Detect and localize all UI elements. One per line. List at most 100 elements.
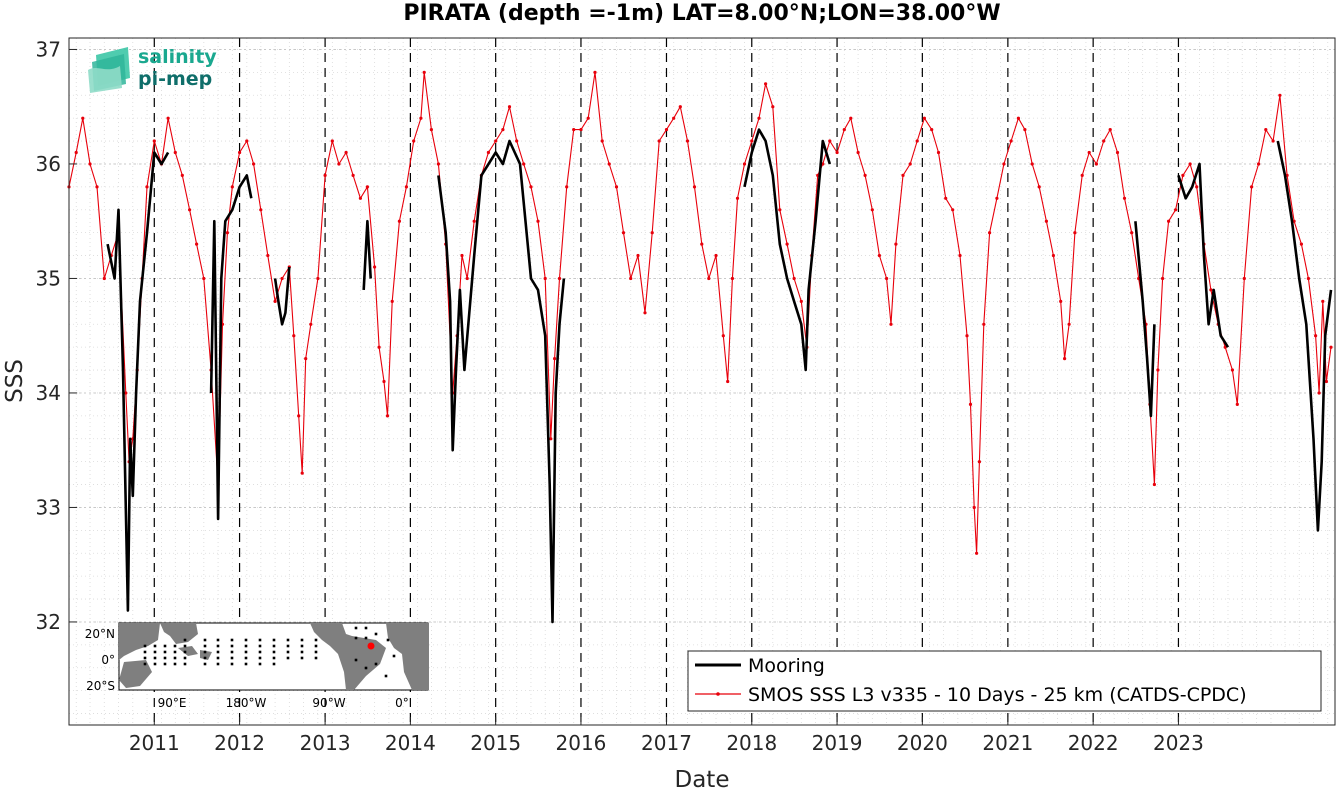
map-mooring-dot [153,644,157,648]
series-point-smos [972,505,976,510]
series-point-smos [1314,334,1318,338]
map-lon-label-90e: 90°E [158,696,187,710]
series-point-smos [565,185,569,189]
series-point-smos [557,276,562,281]
series-point-smos [995,196,999,200]
x-tick-label: 2021 [982,731,1033,755]
map-lon-label-180w: 180°W [226,696,267,710]
legend-label-mooring: Mooring [748,655,825,677]
map-lat-label-20s: 20°S [86,679,115,693]
series-point-smos [124,391,128,395]
map-mooring-dot [314,638,318,642]
series-point-smos [842,128,846,132]
series-point-smos [863,173,867,177]
map-lon-label-0: 0° [395,696,409,710]
series-layer [67,70,1333,624]
series-point-smos [614,185,619,189]
x-tick-label: 2016 [556,731,607,755]
map-mooring-dot [183,656,187,660]
series-point-smos [1230,368,1234,372]
map-mooring-dot [173,650,177,654]
series-point-smos [778,208,782,212]
series-point-smos [714,253,718,258]
x-tick-label: 2015 [470,731,521,755]
map-mooring-dot [143,662,147,666]
map-mooring-dot [216,656,220,660]
series-point-smos [915,139,919,143]
series-point-smos [977,460,982,464]
map-mooring-dot [272,662,276,666]
logo-text-pimep: pi-mep [138,68,212,90]
map-mooring-dot [183,662,187,666]
series-point-smos [1030,162,1034,166]
series-point-smos [771,105,775,109]
map-mooring-dot [173,644,177,648]
series-point-smos [543,276,547,281]
x-tick-label: 2020 [897,731,948,755]
series-point-smos [1299,242,1303,246]
series-point-smos [309,322,313,326]
series-point-smos [515,139,519,143]
map-mooring-dot [230,638,234,642]
map-mooring-dot [244,656,248,660]
series-point-smos [707,276,711,281]
series-point-smos [764,82,768,86]
map-mooring-dot [286,656,290,660]
series-point-smos [849,116,853,120]
series-point-smos [579,128,583,132]
series-point-smos [889,322,893,326]
y-tick-label: 35 [36,266,61,290]
series-line-smos [68,71,1332,554]
series-point-smos [1181,173,1185,177]
series-point-smos [304,357,308,361]
x-tick-label: 2023 [1153,731,1204,755]
series-point-smos [1115,150,1120,155]
map-mooring-dot [230,656,234,660]
map-mooring-dot [354,636,358,640]
map-mooring-dot [354,658,358,662]
series-point-smos [266,253,270,258]
mooring-array-dots [143,626,396,678]
map-mooring-dot [173,656,177,660]
series-point-smos [1023,128,1027,132]
x-tick-label: 2013 [300,731,351,755]
legend-label-smos: SMOS SSS L3 v335 - 10 Days - 25 km (CATD… [748,684,1247,706]
series-point-smos [1329,345,1333,349]
x-tick-label: 2017 [641,731,692,755]
series-point-smos [1271,139,1275,143]
y-tick-label: 32 [36,610,61,634]
plot-area-frame [68,37,1336,726]
series-point-smos [1195,185,1199,189]
series-point-smos [650,231,654,235]
map-mooring-dot [258,638,262,642]
series-point-smos [1073,231,1077,235]
series-point-smos [936,150,941,155]
series-point-smos [225,231,229,235]
series-point-smos [1087,150,1091,155]
series-point-smos [549,437,553,441]
map-mooring-dot [230,650,234,654]
series-point-smos [1009,139,1013,143]
map-mooring-dot [183,644,187,648]
series-point-smos [422,70,426,74]
series-point-smos [1094,162,1098,166]
series-point-smos [102,276,106,281]
map-mooring-dot [216,662,220,666]
map-mooring-dot [143,650,147,654]
series-point-smos [1317,391,1321,395]
series-point-smos [300,471,304,475]
series-point-smos [1152,482,1156,487]
series-point-smos [1037,185,1041,189]
x-axis-ticks: 2011 2012 2013 2014 2015 2016 2017 2018 2019 2020… [129,717,1204,755]
map-mooring-dot [143,644,147,648]
map-mooring-dot [153,650,157,654]
series-point-smos [74,150,78,155]
map-mooring-dot [163,644,167,648]
series-point-smos [436,162,440,166]
series-line-mooring [106,128,1333,624]
map-mooring-dot [216,650,220,654]
series-point-smos [730,276,735,281]
map-mooring-dot [203,656,207,660]
map-mooring-dot [244,650,248,654]
series-point-smos [1167,219,1171,223]
